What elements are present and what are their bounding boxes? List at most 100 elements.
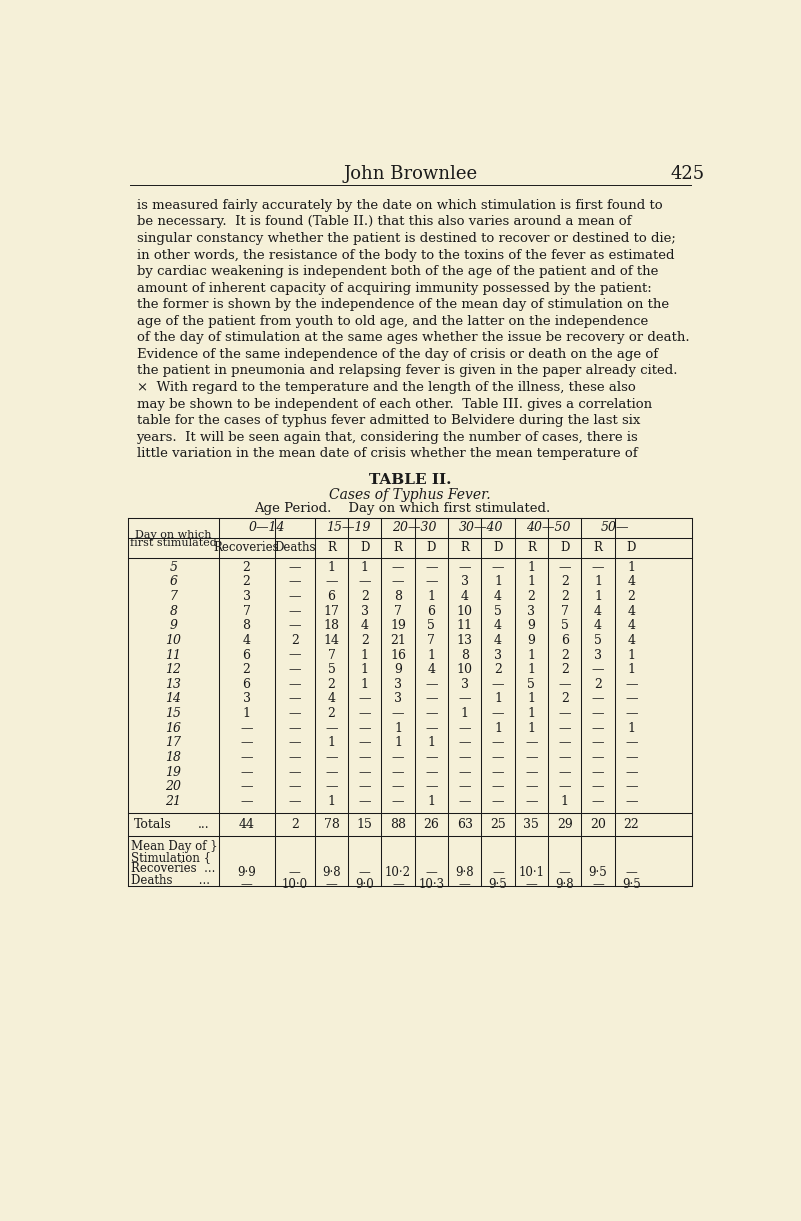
Text: 3: 3 <box>527 604 535 618</box>
Text: 15: 15 <box>357 818 372 830</box>
Text: D: D <box>360 541 369 554</box>
Text: 1: 1 <box>428 590 436 603</box>
Text: —: — <box>558 751 571 764</box>
Text: 6: 6 <box>169 575 177 589</box>
Text: 11: 11 <box>165 648 181 662</box>
Text: 1: 1 <box>561 795 569 808</box>
Text: —: — <box>492 751 505 764</box>
Text: —: — <box>288 619 301 632</box>
Text: 21: 21 <box>390 634 406 647</box>
Text: 1: 1 <box>243 707 251 720</box>
Text: 1: 1 <box>461 707 469 720</box>
Text: —: — <box>592 707 604 720</box>
Text: 1: 1 <box>428 736 436 750</box>
Text: —: — <box>425 707 437 720</box>
Text: —: — <box>525 878 537 891</box>
Text: —: — <box>288 590 301 603</box>
Text: 2: 2 <box>328 678 336 691</box>
Text: —: — <box>458 722 471 735</box>
Text: the patient in pneumonia and relapsing fever is given in the paper already cited: the patient in pneumonia and relapsing f… <box>136 364 677 377</box>
Text: D: D <box>626 541 636 554</box>
Text: 3: 3 <box>243 590 251 603</box>
Text: 88: 88 <box>390 818 406 830</box>
Text: 1: 1 <box>627 722 635 735</box>
Text: —: — <box>525 736 537 750</box>
Text: 29: 29 <box>557 818 573 830</box>
Text: —: — <box>425 722 437 735</box>
Text: —: — <box>325 780 338 794</box>
Text: 3: 3 <box>494 648 502 662</box>
Text: —: — <box>492 795 505 808</box>
Text: 44: 44 <box>239 818 255 830</box>
Text: may be shown to be independent of each other.  Table III. gives a correlation: may be shown to be independent of each o… <box>136 398 652 410</box>
Text: 1: 1 <box>328 736 336 750</box>
Text: —: — <box>325 751 338 764</box>
Text: 2: 2 <box>561 692 569 706</box>
Text: 2: 2 <box>494 663 502 676</box>
Text: —: — <box>359 736 371 750</box>
Text: —: — <box>288 575 301 589</box>
Text: —: — <box>525 780 537 794</box>
Text: 8: 8 <box>461 648 469 662</box>
Text: 3: 3 <box>461 678 469 691</box>
Text: —: — <box>288 663 301 676</box>
Text: —: — <box>288 692 301 706</box>
Text: 9·0: 9·0 <box>356 878 374 891</box>
Text: age of the patient from youth to old age, and the latter on the independence: age of the patient from youth to old age… <box>136 315 648 327</box>
Text: 9·5: 9·5 <box>622 878 641 891</box>
Text: 1: 1 <box>428 795 436 808</box>
Text: is measured fairly accurately by the date on which stimulation is first found to: is measured fairly accurately by the dat… <box>136 199 662 212</box>
Text: —: — <box>592 795 604 808</box>
Text: 6: 6 <box>328 590 336 603</box>
Text: 4: 4 <box>428 663 436 676</box>
Text: 1: 1 <box>360 560 368 574</box>
Text: 9: 9 <box>394 663 402 676</box>
Text: 10: 10 <box>457 604 473 618</box>
Text: Totals: Totals <box>134 818 171 830</box>
Text: Evidence of the same independence of the day of crisis or death on the age of: Evidence of the same independence of the… <box>136 348 658 361</box>
Text: 3: 3 <box>594 648 602 662</box>
Text: 6: 6 <box>243 678 251 691</box>
Text: 4: 4 <box>627 634 635 647</box>
Text: 3: 3 <box>461 575 469 589</box>
Text: Mean Day of }: Mean Day of } <box>131 840 218 853</box>
Text: —: — <box>592 692 604 706</box>
Text: —: — <box>288 766 301 779</box>
Text: 19: 19 <box>390 619 406 632</box>
Text: 15—19: 15—19 <box>326 521 370 534</box>
Text: be necessary.  It is found (Table II.) that this also varies around a mean of: be necessary. It is found (Table II.) th… <box>136 215 631 228</box>
Text: —: — <box>240 780 253 794</box>
Text: 4: 4 <box>494 634 502 647</box>
Text: 2: 2 <box>360 634 368 647</box>
Text: 1: 1 <box>527 722 535 735</box>
Text: —: — <box>458 780 471 794</box>
Text: the former is shown by the independence of the mean day of stimulation on the: the former is shown by the independence … <box>136 298 669 311</box>
Text: —: — <box>492 678 505 691</box>
Text: 1: 1 <box>594 590 602 603</box>
Text: 1: 1 <box>527 663 535 676</box>
Text: 5: 5 <box>561 619 569 632</box>
Text: 8: 8 <box>394 590 402 603</box>
Text: 2: 2 <box>594 678 602 691</box>
Text: —: — <box>359 795 371 808</box>
Text: singular constancy whether the patient is destined to recover or destined to die: singular constancy whether the patient i… <box>136 232 675 245</box>
Text: —: — <box>458 560 471 574</box>
Text: —: — <box>425 692 437 706</box>
Text: 2: 2 <box>561 590 569 603</box>
Text: 2: 2 <box>291 634 299 647</box>
Text: 10·3: 10·3 <box>418 878 445 891</box>
Text: 2: 2 <box>360 590 368 603</box>
Text: 0—14: 0—14 <box>248 521 285 534</box>
Text: Recoveries  ...: Recoveries ... <box>131 862 215 875</box>
Text: 4: 4 <box>328 692 336 706</box>
Text: 20: 20 <box>165 780 181 794</box>
Text: 2: 2 <box>243 560 251 574</box>
Text: 30—40: 30—40 <box>459 521 504 534</box>
Text: 7: 7 <box>169 590 177 603</box>
Text: R: R <box>594 541 602 554</box>
Text: —: — <box>392 878 404 891</box>
Text: Stimulation {: Stimulation { <box>131 851 211 864</box>
Text: —: — <box>592 736 604 750</box>
Text: 1: 1 <box>527 648 535 662</box>
Text: 4: 4 <box>627 619 635 632</box>
